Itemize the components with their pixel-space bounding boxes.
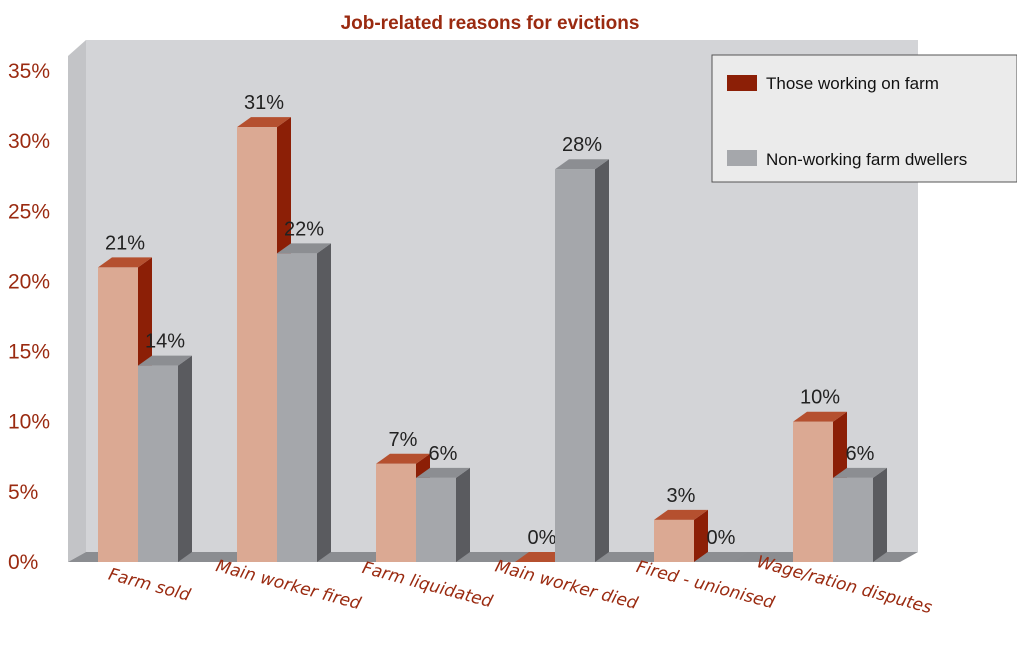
data-label-series-1-1: 31% [244, 92, 284, 114]
x-tick-label: Farm sold [106, 565, 192, 606]
bar-series-2-2 [416, 477, 456, 562]
legend-box [711, 54, 1017, 183]
y-tick-label: 20% [8, 270, 50, 293]
data-label-series-1-5: 10% [800, 387, 840, 409]
y-tick-label: 35% [8, 60, 50, 83]
bar-series-2-1-side [317, 243, 331, 562]
bar-series-2-2-top [416, 467, 470, 478]
bar-series-2-0-top [138, 355, 192, 366]
bar-series-2-5-top [833, 467, 887, 478]
plot-area: 21% 14% 31% 22% 7% 6% 0% 28% 3% 0% 10% 6% [68, 92, 918, 562]
data-label-series-2-3: 28% [562, 134, 602, 156]
y-tick-label: 10% [8, 411, 50, 434]
bar-series-2-1 [277, 253, 317, 562]
bar-series-2-3-side [595, 159, 609, 562]
data-label-series-1-4: 3% [667, 485, 696, 507]
y-tick-label: 30% [8, 130, 50, 153]
legend-label-series-1: Those working on farm [766, 74, 939, 93]
data-label-series-1-0: 21% [105, 232, 145, 254]
bar-series-1-1 [237, 127, 277, 562]
legend-label-series-2: Non-working farm dwellers [766, 150, 967, 169]
data-label-series-2-1: 22% [284, 218, 324, 240]
y-tick-label: 0% [8, 551, 38, 574]
x-tick-label: Main worker fired [214, 556, 363, 614]
data-label-series-2-5: 6% [846, 443, 875, 465]
y-tick-label: 5% [8, 481, 38, 504]
bar-series-2-5-side [873, 467, 887, 562]
bar-series-1-5-top [793, 411, 847, 422]
y-tick-label: 25% [8, 200, 50, 223]
data-label-series-1-3: 0% [528, 527, 557, 549]
legend-item-series-2: Non-working farm dwellers [727, 150, 967, 169]
bar-series-2-0 [138, 365, 178, 562]
bar-series-2-4-top [694, 552, 748, 562]
x-tick-label: Wage/ration disputes [754, 552, 934, 618]
bar-series-1-2-top [376, 453, 430, 464]
y-tick-label: 15% [8, 341, 50, 364]
bar-series-2-0-side [178, 355, 192, 562]
bar-series-2-3 [555, 169, 595, 562]
y-axis: 0% 5% 10% 15% 20% 25% 30% 35% [8, 60, 50, 574]
left-wall [68, 40, 86, 562]
legend-swatch-series-1 [727, 75, 757, 91]
x-tick-label: Farm liquidated [360, 558, 495, 612]
bar-series-1-0 [98, 267, 138, 562]
bar-series-1-4 [654, 519, 694, 562]
bar-series-2-3-top [555, 159, 609, 170]
legend-swatch-series-2 [727, 150, 757, 166]
data-label-series-2-4: 0% [707, 527, 736, 549]
bar-series-1-4-top [654, 509, 708, 520]
data-label-series-2-0: 14% [145, 331, 185, 353]
bar-series-1-5 [793, 421, 833, 562]
bar-series-1-2 [376, 463, 416, 562]
bar-series-2-5 [833, 477, 873, 562]
bar-series-1-4-side [694, 509, 708, 562]
chart-title: Job-related reasons for evictions [341, 13, 640, 34]
bar-series-2-2-side [456, 467, 470, 562]
bar-series-2-1-top [277, 243, 331, 254]
data-label-series-1-2: 7% [389, 429, 418, 451]
bar-series-1-0-top [98, 257, 152, 268]
data-label-series-2-2: 6% [429, 443, 458, 465]
legend-item-series-1: Those working on farm [727, 74, 939, 93]
legend: Those working on farm Non-working farm d… [711, 54, 1017, 183]
x-tick-label: Main worker died [493, 557, 640, 614]
bar-series-1-1-top [237, 117, 291, 128]
